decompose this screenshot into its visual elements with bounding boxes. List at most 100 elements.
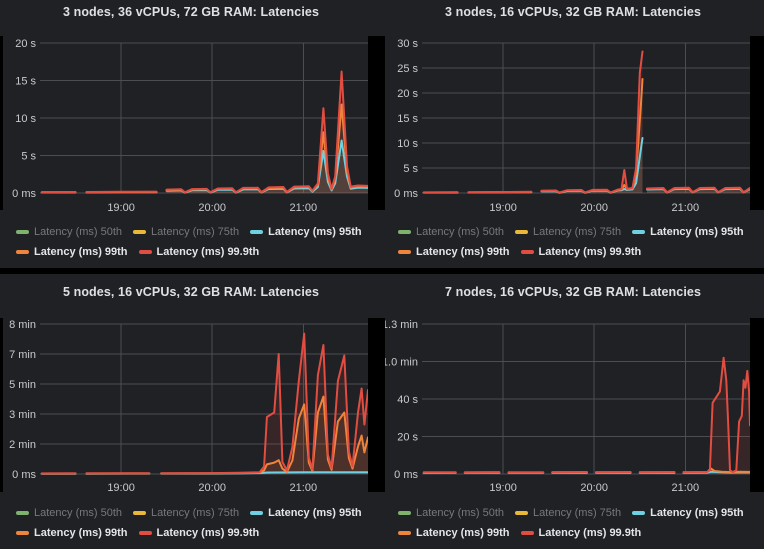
- legend: Latency (ms) 50th Latency (ms) 75th Latenc…: [16, 503, 378, 543]
- y-axis-label: 1.3 min: [382, 319, 418, 331]
- legend-item-latency-ms-50th[interactable]: Latency (ms) 50th: [16, 507, 122, 519]
- legend-item-latency-ms-99th[interactable]: Latency (ms) 99th: [16, 527, 128, 539]
- y-axis-label: 0 ms: [12, 188, 36, 200]
- legend-item-latency-ms-99.9th[interactable]: Latency (ms) 99.9th: [520, 527, 642, 539]
- series-area-latency-ms-95th: [166, 140, 368, 193]
- legend-item-latency-ms-99th[interactable]: Latency (ms) 99th: [398, 527, 510, 539]
- latency-chart[interactable]: 30 s 25 s 20 s 15 s 10 s 5 s 0 ms 19:00 20:00 21:…: [382, 0, 764, 268]
- y-axis-label: 7 min: [9, 349, 36, 361]
- series-line-latency-ms-99th: [540, 78, 644, 194]
- legend-item-latency-ms-95th[interactable]: Latency (ms) 95th: [632, 226, 744, 238]
- series-line-latency-ms-99.9th: [646, 186, 751, 194]
- legend-label: Latency (ms) 75th: [151, 507, 240, 519]
- legend-swatch-icon[interactable]: [515, 511, 529, 515]
- legend-item-latency-ms-75th[interactable]: Latency (ms) 75th: [515, 507, 621, 519]
- series-line-latency-ms-99.9th: [165, 70, 369, 194]
- legend-label: Latency (ms) 99th: [34, 527, 128, 539]
- x-axis-label: 19:00: [107, 202, 135, 214]
- legend-swatch-icon[interactable]: [138, 250, 152, 254]
- legend-swatch-icon[interactable]: [632, 230, 646, 234]
- grid: [422, 42, 750, 194]
- legend-item-latency-ms-50th[interactable]: Latency (ms) 50th: [398, 226, 504, 238]
- legend-item-latency-ms-99th[interactable]: Latency (ms) 99th: [16, 246, 128, 258]
- legend-swatch-icon[interactable]: [16, 531, 29, 535]
- grid: [40, 42, 368, 194]
- screenshot-gap-left: [382, 318, 385, 492]
- legend-item-latency-ms-95th[interactable]: Latency (ms) 95th: [250, 226, 362, 238]
- screenshot-gap-right: [750, 318, 764, 492]
- legend-swatch-icon[interactable]: [398, 250, 411, 254]
- screenshot-gap-left: [0, 318, 3, 492]
- series-line-latency-ms-99.9th: [682, 356, 751, 474]
- legend-item-latency-ms-75th[interactable]: Latency (ms) 75th: [133, 226, 239, 238]
- panel-title[interactable]: 3 nodes, 36 vCPUs, 72 GB RAM: Latencies: [62, 5, 320, 19]
- legend-swatch-icon[interactable]: [398, 230, 411, 234]
- y-axis-label: 0 ms: [12, 469, 36, 481]
- legend-item-latency-ms-50th[interactable]: Latency (ms) 50th: [398, 507, 504, 519]
- legend-swatch-icon[interactable]: [632, 511, 646, 515]
- panel-title[interactable]: 7 nodes, 16 vCPUs, 32 GB RAM: Latencies: [444, 285, 702, 299]
- series-area-latency-ms-99th: [541, 79, 643, 193]
- legend-swatch-icon[interactable]: [520, 531, 534, 535]
- legend-item-latency-ms-99.9th[interactable]: Latency (ms) 99.9th: [520, 246, 641, 258]
- latency-chart[interactable]: 1.3 min 1.0 min 40 s 20 s 0 ms 19:00 20:00 21:0…: [382, 274, 764, 549]
- panel-7-nodes-16-vcpus: 7 nodes, 16 vCPUs, 32 GB RAM: Latencies …: [382, 274, 764, 549]
- x-axis-label: 21:00: [672, 202, 700, 214]
- x-axis-label: 20:00: [580, 482, 608, 494]
- y-axis-label: 20 s: [397, 88, 418, 100]
- panel-3-nodes-16-vcpus: 3 nodes, 16 vCPUs, 32 GB RAM: Latencies …: [382, 0, 764, 268]
- legend-item-latency-ms-95th[interactable]: Latency (ms) 95th: [632, 507, 744, 519]
- y-axis-label: 10 s: [397, 138, 418, 150]
- series-area-latency-ms-99th: [161, 396, 368, 474]
- x-axis-label: 20:00: [580, 202, 608, 214]
- legend-swatch-icon[interactable]: [16, 511, 29, 515]
- legend-item-latency-ms-95th[interactable]: Latency (ms) 95th: [250, 507, 362, 519]
- legend-swatch-icon[interactable]: [138, 531, 152, 535]
- legend-label: Latency (ms) 95th: [650, 226, 744, 238]
- legend-label: Latency (ms) 95th: [650, 507, 744, 519]
- legend-label: Latency (ms) 99th: [416, 527, 510, 539]
- legend-label: Latency (ms) 75th: [533, 507, 622, 519]
- y-axis-label: 15 s: [397, 113, 418, 125]
- legend-item-latency-ms-99.9th[interactable]: Latency (ms) 99.9th: [138, 246, 260, 258]
- legend-item-latency-ms-99th[interactable]: Latency (ms) 99th: [398, 246, 510, 258]
- y-axis-label: 15 s: [15, 76, 36, 88]
- legend-swatch-icon[interactable]: [133, 511, 147, 515]
- legend-item-latency-ms-99.9th[interactable]: Latency (ms) 99.9th: [138, 527, 260, 539]
- legend-label: Latency (ms) 99.9th: [156, 246, 260, 258]
- legend-row: Latency (ms) 99th Latency (ms) 99.9th: [16, 523, 378, 543]
- legend-label: Latency (ms) 99.9th: [538, 527, 642, 539]
- legend-swatch-icon[interactable]: [250, 230, 264, 234]
- panel-title[interactable]: 3 nodes, 16 vCPUs, 32 GB RAM: Latencies: [444, 5, 702, 19]
- legend-swatch-icon[interactable]: [133, 230, 147, 234]
- legend-swatch-icon[interactable]: [16, 250, 29, 254]
- legend-item-latency-ms-75th[interactable]: Latency (ms) 75th: [515, 226, 621, 238]
- legend-label: Latency (ms) 99.9th: [156, 527, 260, 539]
- y-axis-label: 20 s: [15, 38, 36, 50]
- legend-swatch-icon[interactable]: [250, 511, 264, 515]
- y-axis-label: 1.0 min: [382, 357, 418, 369]
- x-axis-label: 19:00: [489, 202, 517, 214]
- legend-label: Latency (ms) 50th: [416, 226, 505, 238]
- legend-swatch-icon[interactable]: [520, 250, 534, 254]
- panel-title[interactable]: 5 nodes, 16 vCPUs, 32 GB RAM: Latencies: [62, 285, 320, 299]
- series-area-latency-ms-99th: [166, 104, 368, 193]
- legend-item-latency-ms-75th[interactable]: Latency (ms) 75th: [133, 507, 239, 519]
- y-axis-label: 0 ms: [394, 469, 418, 481]
- legend-swatch-icon[interactable]: [398, 531, 411, 535]
- legend-swatch-icon[interactable]: [515, 230, 529, 234]
- screenshot-gap-right: [368, 36, 382, 210]
- y-axis-label: 40 s: [397, 394, 418, 406]
- screenshot-gap-right: [750, 36, 764, 210]
- y-axis-label: 5 s: [403, 163, 418, 175]
- legend-swatch-icon[interactable]: [16, 230, 29, 234]
- legend-swatch-icon[interactable]: [398, 511, 411, 515]
- grid: [422, 323, 750, 475]
- panel-5-nodes-16-vcpus: 5 nodes, 16 vCPUs, 32 GB RAM: Latencies …: [0, 274, 382, 549]
- latency-chart[interactable]: 20 s 15 s 10 s 5 s 0 ms 19:00 20:00 21:00: [0, 0, 382, 268]
- legend-item-latency-ms-50th[interactable]: Latency (ms) 50th: [16, 226, 122, 238]
- latency-chart[interactable]: 8 min 7 min 5 min 3 min 2 min 0 ms 19:00 20:00 2…: [0, 274, 382, 549]
- series-line-latency-ms-99.9th: [540, 50, 644, 194]
- y-axis-label: 0 ms: [394, 188, 418, 200]
- y-axis-label: 10 s: [15, 113, 36, 125]
